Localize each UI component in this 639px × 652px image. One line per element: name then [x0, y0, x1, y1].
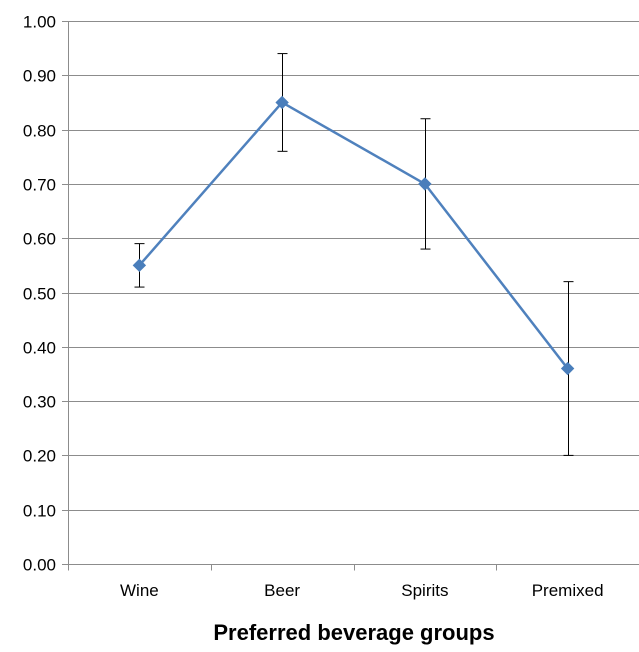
data-point-marker — [560, 361, 575, 376]
y-tick-labels: 0.00 0.10 0.20 0.30 0.40 0.50 0.60 0.70 0.80 0.90… — [23, 13, 56, 575]
series-lines — [138, 101, 569, 370]
data-point-marker — [275, 95, 289, 110]
y-tick-label: 0.90 — [23, 67, 56, 86]
series-line — [138, 101, 569, 370]
y-tick-label: 0.70 — [23, 176, 56, 195]
x-tick-label: Wine — [120, 581, 159, 600]
y-tick-label: 0.10 — [23, 502, 56, 521]
gridlines — [68, 21, 639, 511]
y-tick-label: 0.20 — [23, 447, 56, 466]
y-tick-label: 1.00 — [23, 13, 56, 32]
x-tick-labels: Wine Beer Spirits Premixed — [120, 581, 604, 600]
data-point-marker — [418, 177, 432, 191]
y-tick-label: 0.40 — [23, 339, 56, 358]
y-tick-label: 0.30 — [23, 393, 56, 412]
axes — [62, 21, 639, 571]
x-tick-label: Premixed — [532, 581, 604, 600]
y-tick-label: 0.80 — [23, 122, 56, 141]
y-tick-label: 0.60 — [23, 230, 56, 249]
x-tick-label: Beer — [264, 581, 300, 600]
x-tick-label: Spirits — [401, 581, 448, 600]
data-point-marker — [132, 258, 147, 273]
y-tick-label: 0.50 — [23, 285, 56, 304]
error-bars — [134, 53, 574, 456]
markers — [132, 95, 575, 376]
x-axis-title: Preferred beverage groups — [213, 620, 494, 645]
y-tick-label: 0.00 — [23, 556, 56, 575]
